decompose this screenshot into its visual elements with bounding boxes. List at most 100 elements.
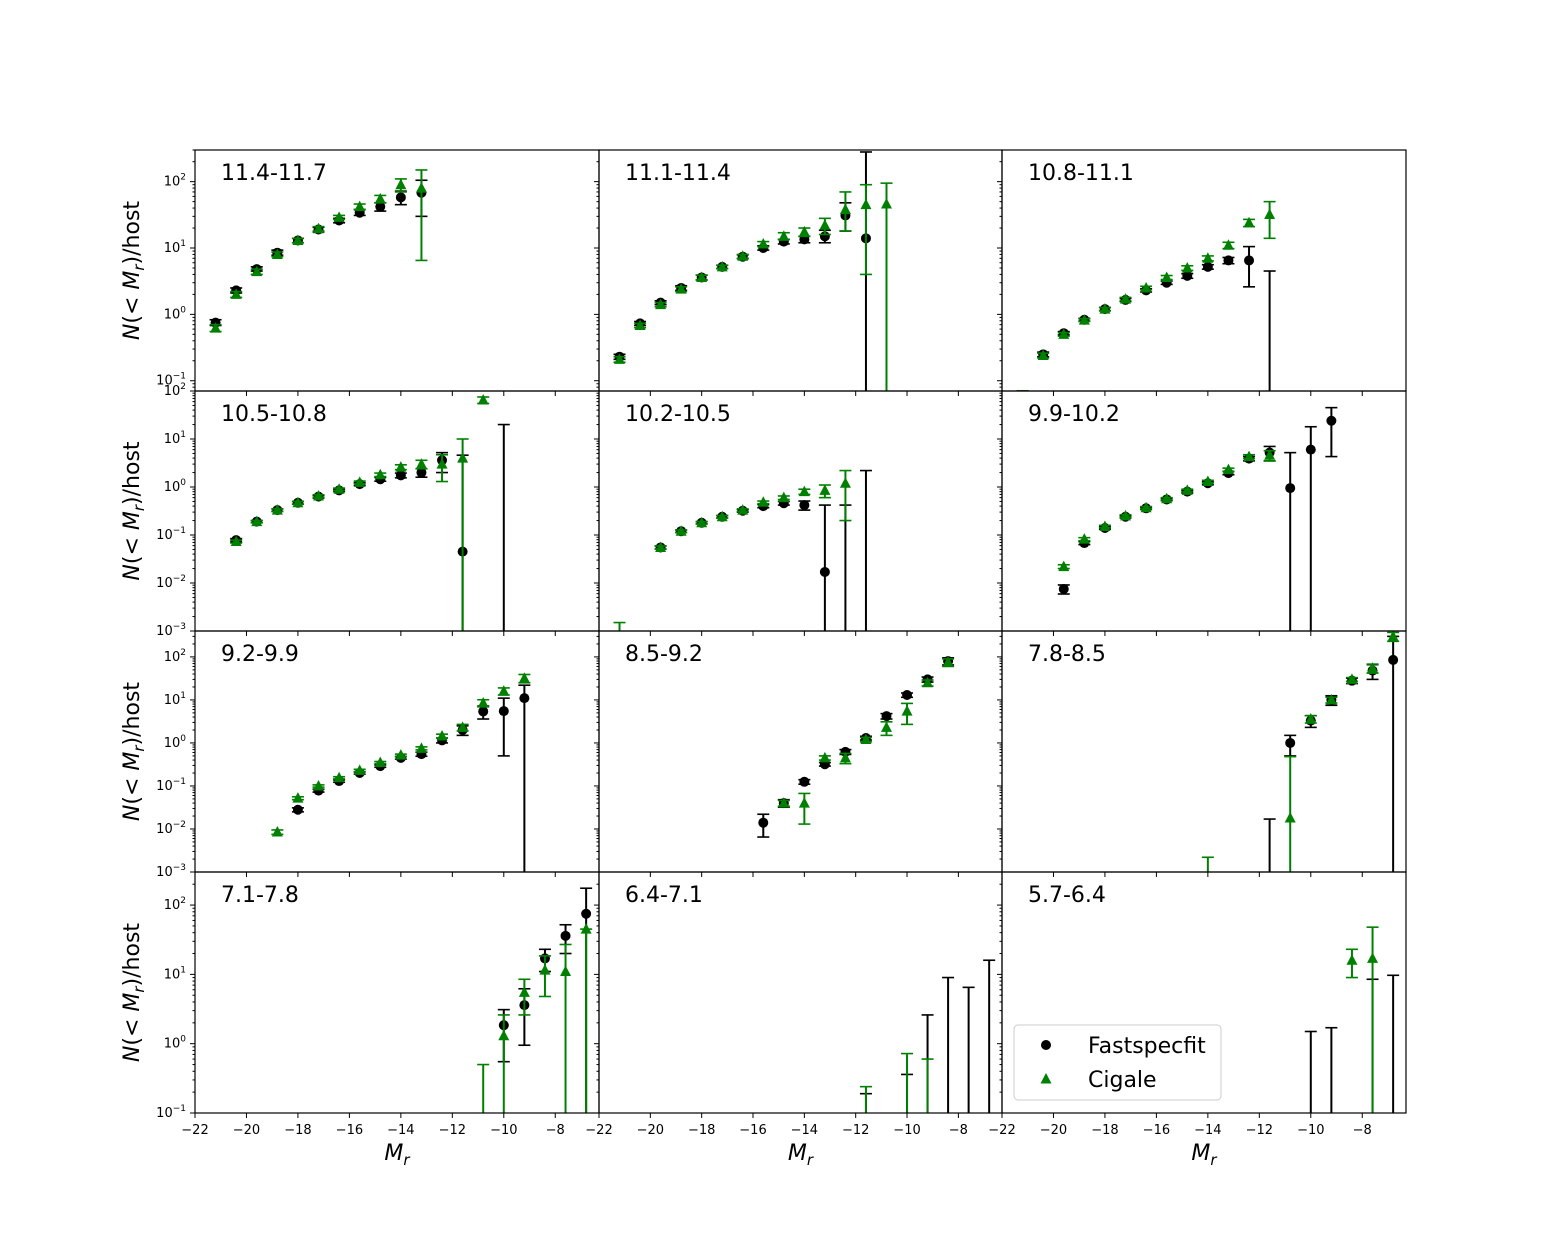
- panel-11: −22 −20 −18 −16 −14 −12 −10 −8 6.4-7.1: [585, 871, 1003, 1138]
- x-tick-label: −16: [739, 1123, 766, 1138]
- cigale-point: [655, 298, 667, 310]
- fastspecfit-point: [292, 804, 303, 815]
- fastspecfit-point: [1285, 483, 1296, 494]
- y-axis-label: N(< Mr)/host: [120, 682, 148, 822]
- cigale-point: [716, 260, 728, 272]
- plot-area: [757, 656, 955, 838]
- cigale-point: [251, 515, 263, 527]
- cigale-point: [271, 248, 283, 259]
- cigale-point: [819, 484, 831, 495]
- y-tick-label: 100: [164, 734, 187, 751]
- panel-label: 7.8-8.5: [1028, 642, 1106, 667]
- cigale-point: [415, 742, 427, 753]
- x-axis-label: Mr: [384, 1141, 410, 1169]
- y-tick-label: 102: [164, 382, 186, 399]
- y-tick-label: 10−1: [156, 526, 186, 543]
- fastspecfit-point: [560, 930, 571, 941]
- cigale-point: [798, 797, 810, 808]
- x-tick-label: −16: [336, 1123, 363, 1138]
- cigale-point: [333, 211, 345, 222]
- cigale-point: [1325, 693, 1337, 705]
- cigale-point: [737, 250, 749, 261]
- cigale-point: [518, 672, 530, 683]
- cigale-point: [210, 322, 222, 333]
- cigale-point: [1120, 293, 1132, 304]
- plot-area: [1304, 926, 1400, 1113]
- y-tick-label: 101: [164, 430, 186, 447]
- panel-label: 9.2-9.9: [221, 642, 299, 667]
- cigale-point: [860, 198, 872, 210]
- cigale-point: [333, 771, 345, 783]
- y-tick-label: 10−2: [156, 820, 186, 837]
- cigale-point: [901, 705, 913, 716]
- series-fastspecfit: [1016, 245, 1276, 391]
- panel-6: 9.9-10.2: [997, 390, 1407, 636]
- cigale-point: [292, 234, 304, 245]
- cigale-point: [1202, 475, 1214, 487]
- cigale-point: [757, 496, 769, 507]
- cigale-point: [1202, 252, 1214, 263]
- series-fastspecfit: [654, 469, 872, 631]
- x-tick-label: −22: [585, 1123, 612, 1138]
- cigale-point: [1099, 303, 1111, 314]
- fastspecfit-point: [1202, 261, 1213, 272]
- series-fastspecfit: [291, 684, 531, 872]
- cigale-point: [1058, 560, 1070, 572]
- plot-area: [1016, 200, 1276, 391]
- cigale-point: [477, 696, 489, 708]
- cigale-point: [539, 964, 551, 975]
- cigale-point: [757, 237, 769, 249]
- panel-label: 6.4-7.1: [625, 883, 703, 908]
- panel-8: 8.5-9.2: [594, 630, 1003, 877]
- y-tick-label: 10−3: [156, 863, 186, 880]
- fastspecfit-point: [395, 470, 406, 481]
- legend: Fastspecfit Cigale: [1013, 1024, 1222, 1101]
- y-tick-label: 10−2: [156, 574, 186, 591]
- cigale-point: [675, 283, 687, 294]
- fastspecfit-point: [498, 706, 509, 717]
- cigale-point: [1387, 631, 1399, 641]
- cigale-point: [1346, 673, 1358, 684]
- panel-frame: [194, 390, 600, 632]
- x-tick-label: −14: [1194, 1123, 1221, 1138]
- series-fastspecfit: [230, 423, 510, 631]
- cigale-point: [1346, 954, 1358, 965]
- panel-frame: [1001, 871, 1407, 1114]
- cigale-point: [436, 458, 448, 469]
- x-tick-label: −10: [1297, 1123, 1324, 1138]
- panel-frame: [1001, 390, 1407, 632]
- y-tick-label: 102: [164, 896, 186, 913]
- cigale-point: [655, 541, 667, 552]
- legend-frame: [1013, 1024, 1222, 1101]
- cigale-point: [819, 751, 831, 763]
- series-fastspecfit: [613, 151, 872, 391]
- series-cigale: [230, 393, 490, 631]
- cigale-point: [798, 485, 810, 497]
- cigale-point: [696, 271, 708, 282]
- cigale-point: [395, 749, 407, 760]
- cigale-point: [374, 192, 386, 204]
- x-tick-label: −8: [1353, 1123, 1372, 1138]
- x-tick-label: −8: [949, 1123, 968, 1138]
- cigale-point: [1243, 216, 1255, 228]
- cigale-point: [374, 756, 386, 768]
- panel-9: 7.8-8.5: [997, 630, 1407, 877]
- cigale-point: [415, 182, 427, 193]
- plot-area: [613, 469, 872, 631]
- y-tick-label: 100: [164, 305, 187, 322]
- legend-marker-cigale: [1040, 1073, 1052, 1084]
- fastspecfit-point: [1058, 583, 1069, 594]
- series-cigale: [209, 169, 428, 333]
- cigale-point: [560, 965, 572, 977]
- panel-frame: [598, 871, 1003, 1114]
- series-fastspecfit: [497, 887, 593, 1113]
- panel-label: 7.1-7.8: [221, 883, 299, 908]
- x-tick-label: −18: [1091, 1123, 1118, 1138]
- plot-area: [1057, 406, 1338, 631]
- cigale-point: [778, 797, 790, 808]
- cigale-point: [798, 225, 810, 237]
- panel-frame: [598, 390, 1003, 632]
- panel-5: 10.2-10.5: [594, 390, 1003, 636]
- cigale-point: [880, 721, 892, 732]
- cigale-point: [1078, 314, 1090, 325]
